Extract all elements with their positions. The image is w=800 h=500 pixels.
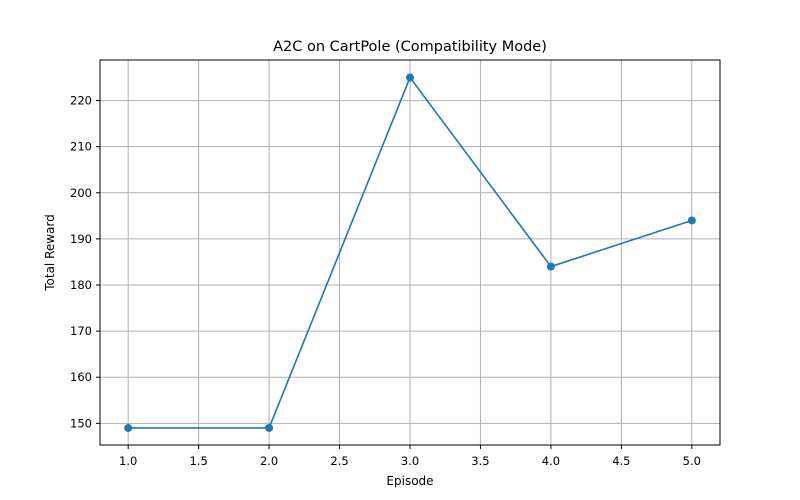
x-tick-label: 2.0 xyxy=(260,454,278,468)
x-axis-label: Episode xyxy=(386,474,433,488)
grid xyxy=(100,60,720,445)
y-tick-label: 180 xyxy=(70,278,92,292)
x-tick-label: 3.0 xyxy=(401,454,419,468)
chart-title: A2C on CartPole (Compatibility Mode) xyxy=(273,39,547,55)
data-point xyxy=(265,423,274,432)
data-point xyxy=(687,216,696,225)
y-tick-label: 190 xyxy=(70,232,92,246)
y-tick-label: 200 xyxy=(70,186,92,200)
y-tick-label: 170 xyxy=(70,324,92,338)
y-tick-label: 160 xyxy=(70,370,92,384)
x-tick-label: 4.0 xyxy=(542,454,560,468)
y-tick-label: 150 xyxy=(70,416,92,430)
ticks: 1.0 1.5 2.0 2.5 3.0 3.5 4.0 4.5 5.0 150 160 170 180 1… xyxy=(70,94,701,468)
x-tick-label: 1.5 xyxy=(189,454,207,468)
y-tick-label: 210 xyxy=(70,140,92,154)
series-layer xyxy=(124,73,696,432)
y-tick-label: 220 xyxy=(70,94,92,108)
x-tick-label: 3.5 xyxy=(471,454,489,468)
data-point xyxy=(546,262,555,271)
x-tick-label: 1.0 xyxy=(119,454,137,468)
data-point xyxy=(406,73,414,82)
data-point xyxy=(124,423,133,432)
x-tick-label: 5.0 xyxy=(683,454,701,468)
x-tick-label: 4.5 xyxy=(612,454,630,468)
y-axis-label: Total Reward xyxy=(43,214,57,292)
x-tick-label: 2.5 xyxy=(330,454,348,468)
